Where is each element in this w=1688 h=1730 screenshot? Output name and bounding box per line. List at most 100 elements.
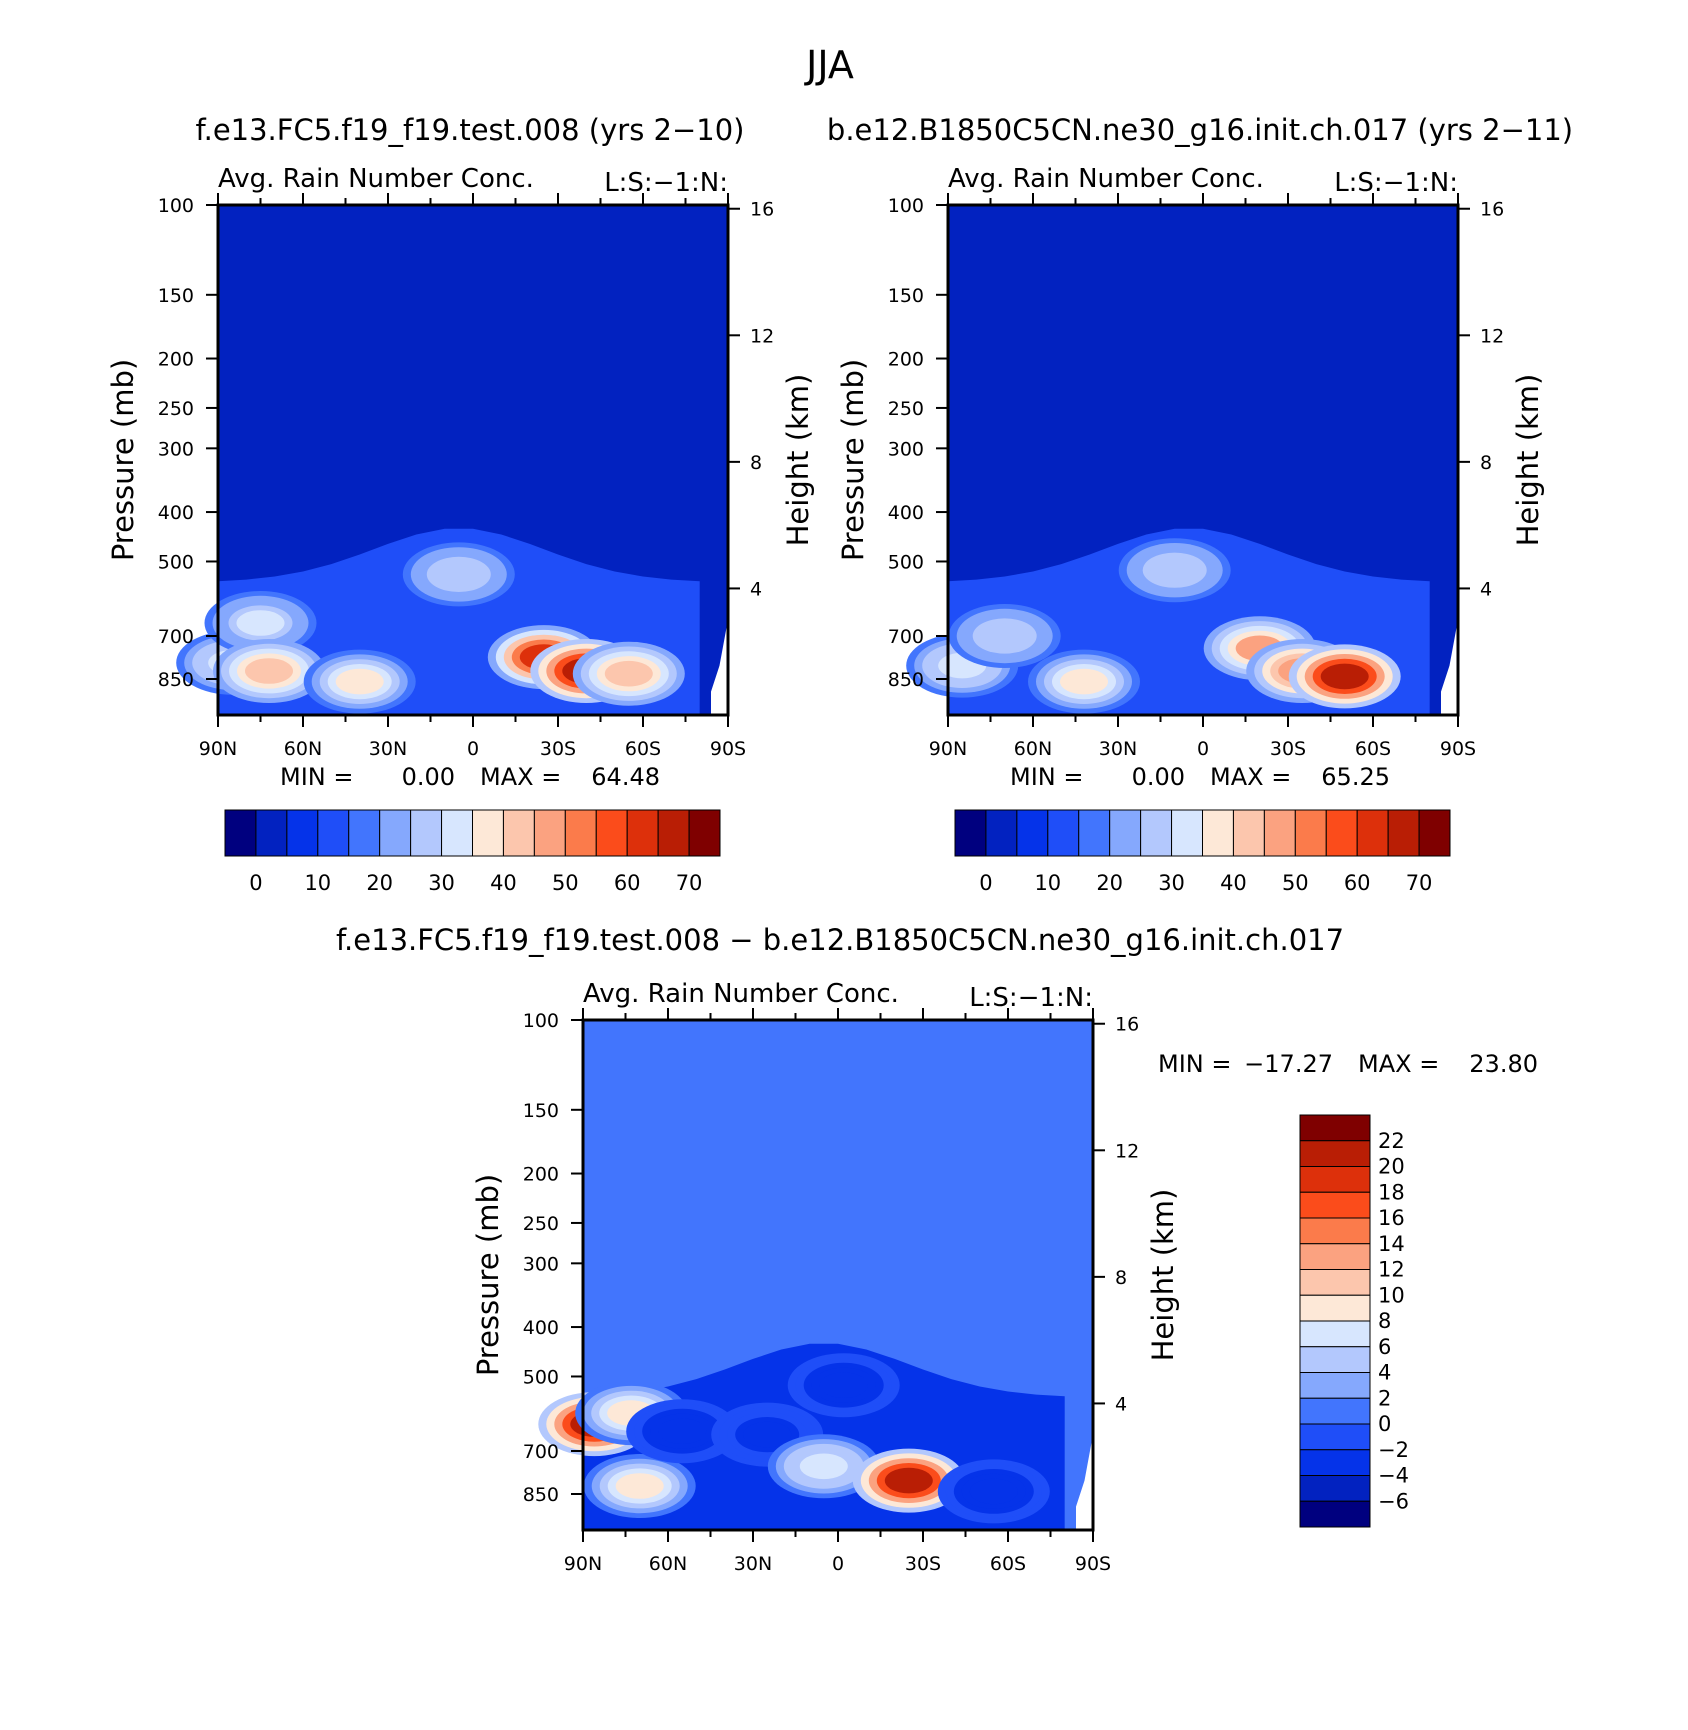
y2-tick-label: 4 <box>1480 578 1492 600</box>
colorbar-box <box>1299 1269 1371 1296</box>
y-tick-label: 500 <box>523 1366 559 1388</box>
colorbar-box <box>564 809 597 857</box>
y2-tick-label: 8 <box>1480 452 1492 474</box>
max-value: 65.25 <box>1321 763 1390 791</box>
colorbar-box <box>1171 809 1203 857</box>
field-contour-4 <box>434 561 483 588</box>
colorbar-box <box>441 809 473 857</box>
x-tick-label: 60N <box>1014 738 1052 760</box>
y-axis-label: Pressure (mb) <box>106 359 140 561</box>
colorbar-box <box>1387 809 1420 857</box>
colorbar-box <box>1299 1294 1371 1322</box>
min-value: 0.00 <box>402 763 455 791</box>
colorbar-tick-label: 30 <box>1158 871 1185 895</box>
panel-diff: 90N 60N 30N 0 30S 60S 90S100150200250300400500… <box>471 979 1538 1575</box>
colorbar-box <box>1263 809 1296 857</box>
plot-title: Avg. Rain Number Conc. <box>583 979 899 1009</box>
colorbar-box <box>1356 809 1389 857</box>
y2-tick-label: 12 <box>1480 325 1504 347</box>
y-tick-label: 100 <box>523 1010 559 1032</box>
colorbar-tick-label: 30 <box>428 871 455 895</box>
colorbar-tick-label: 10 <box>304 871 331 895</box>
max-value: 64.48 <box>591 763 660 791</box>
y-tick-label: 850 <box>888 669 924 691</box>
y-axis-label: Pressure (mb) <box>836 359 870 561</box>
y-tick-label: 300 <box>523 1253 559 1275</box>
colorbar-tick-label: 20 <box>366 871 393 895</box>
colorbar-box <box>1299 1140 1371 1167</box>
colorbar-box <box>1299 1449 1371 1476</box>
colorbar-box <box>1294 809 1327 857</box>
max-label: MAX = <box>480 763 561 791</box>
field-contour-3 <box>1150 557 1199 583</box>
colorbar-tick-label: 2 <box>1378 1386 1391 1410</box>
colorbar-tick-label: 60 <box>614 871 641 895</box>
surface-mask <box>1441 619 1458 715</box>
colorbar-box <box>1016 809 1049 857</box>
x-tick-label: 60N <box>649 1553 687 1575</box>
colorbar-box <box>1299 1397 1371 1425</box>
colorbar-tick-label: 0 <box>1378 1412 1391 1436</box>
colorbar-box <box>1299 1346 1371 1373</box>
field-contour-6 <box>799 1453 848 1480</box>
min-label: MIN = <box>280 763 353 791</box>
x-tick-label: 90S <box>710 738 746 760</box>
panel-b: 90N 60N 30N 0 30S 60S 90S100150200250300400500… <box>836 164 1545 895</box>
field-contour-4 <box>743 1421 792 1448</box>
plot-subtitle: L:S:−1:N: <box>969 983 1093 1013</box>
colorbar-box <box>985 809 1018 857</box>
y-axis-label: Pressure (mb) <box>471 1174 505 1376</box>
y-tick-label: 850 <box>158 669 194 691</box>
x-tick-label: 30S <box>1270 738 1306 760</box>
colorbar-tick-label: 16 <box>1378 1206 1405 1230</box>
x-tick-label: 30N <box>1099 738 1137 760</box>
x-tick-label: 30S <box>905 1553 941 1575</box>
field-contour-6 <box>1320 663 1369 690</box>
y-tick-label: 400 <box>888 502 924 524</box>
colorbar-tick-label: 10 <box>1034 871 1061 895</box>
field-contour-8 <box>969 1478 1018 1505</box>
y-tick-label: 500 <box>888 551 924 573</box>
colorbar-box <box>533 809 566 857</box>
x-tick-label: 60N <box>284 738 322 760</box>
plot-title: Avg. Rain Number Conc. <box>948 164 1264 194</box>
colorbar-box <box>472 809 504 857</box>
x-tick-label: 30S <box>540 738 576 760</box>
colorbar: 0 10 20 30 40 50 60 70 <box>224 809 721 895</box>
colorbar-box <box>1299 1423 1371 1451</box>
colorbar-tick-label: 70 <box>1406 871 1433 895</box>
min-value: 0.00 <box>1132 763 1185 791</box>
colorbar-tick-label: 20 <box>1096 871 1123 895</box>
colorbar-tick-label: 0 <box>979 871 992 895</box>
colorbar-tick-label: 4 <box>1378 1361 1391 1385</box>
y2-tick-label: 12 <box>1115 1140 1139 1162</box>
colorbar-box <box>1299 1320 1371 1348</box>
x-tick-label: 60S <box>625 738 661 760</box>
y2-tick-label: 16 <box>1480 199 1504 221</box>
colorbar-box <box>1299 1243 1371 1270</box>
x-tick-label: 60S <box>990 1553 1026 1575</box>
colorbar-tick-label: 20 <box>1378 1155 1405 1179</box>
y-tick-label: 500 <box>158 551 194 573</box>
y-tick-label: 100 <box>888 195 924 217</box>
colorbar-tick-label: 10 <box>1378 1283 1405 1307</box>
colorbar-box <box>1078 809 1111 857</box>
colorbar-tick-label: 22 <box>1378 1129 1405 1153</box>
colorbar-box <box>348 809 381 857</box>
max-label: MAX = <box>1358 1050 1439 1078</box>
colorbar-box <box>286 809 319 857</box>
colorbar-box <box>1232 809 1265 857</box>
y-tick-label: 100 <box>158 195 194 217</box>
y-tick-label: 300 <box>888 438 924 460</box>
x-tick-label: 90N <box>564 1553 602 1575</box>
plot-subtitle: L:S:−1:N: <box>1334 168 1458 198</box>
panel-a-title: f.e13.FC5.f19_f19.test.008 (yrs 2−10) <box>196 113 745 147</box>
max-value: 23.80 <box>1469 1050 1538 1078</box>
plot-subtitle: L:S:−1:N: <box>604 168 728 198</box>
colorbar-box <box>1299 1166 1371 1193</box>
field-contour-2 <box>1060 668 1108 695</box>
min-label: MIN = <box>1158 1050 1231 1078</box>
y-tick-label: 700 <box>523 1441 559 1463</box>
y2-tick-label: 16 <box>1115 1014 1139 1036</box>
colorbar-tick-label: 40 <box>490 871 517 895</box>
